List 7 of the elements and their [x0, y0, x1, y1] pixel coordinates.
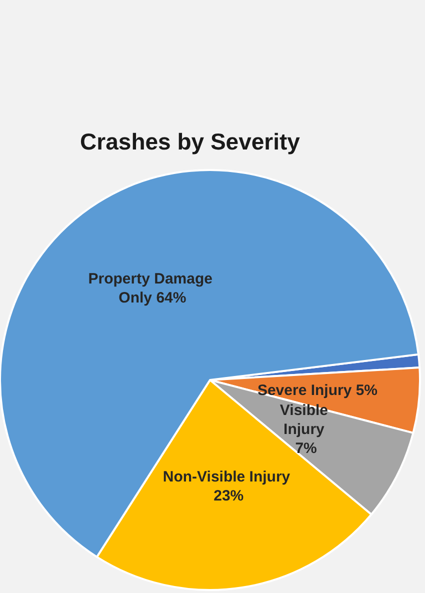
data-label: 7%: [295, 440, 317, 457]
chart-title: Crashes by Severity: [80, 128, 300, 154]
slice-label: Non-Visible Injury: [162, 468, 291, 486]
slice-label: Property Damage Only 64%: [88, 270, 217, 307]
data-label: 23%: [209, 488, 244, 505]
slice-label: Visible Injury: [280, 402, 332, 438]
slice-label: Severe Injury 5%: [257, 382, 378, 400]
